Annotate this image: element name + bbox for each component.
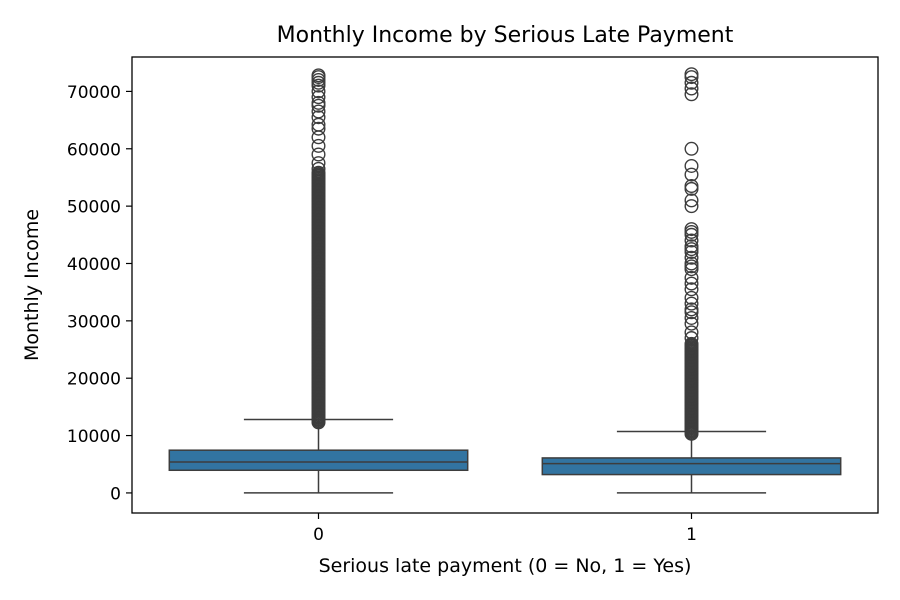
x-tick-label: 1: [686, 525, 697, 545]
outlier-point: [684, 167, 699, 182]
y-axis: 0 10000 20000 30000 40000 50000 60000 70000: [67, 83, 132, 504]
outlier-point: [684, 87, 699, 102]
y-tick-label: 0: [110, 484, 121, 504]
outlier-point: [684, 222, 699, 237]
outlier-point: [684, 233, 699, 248]
iqr-box: [168, 449, 469, 472]
outlier-point: [684, 282, 699, 297]
outlier-point: [684, 179, 699, 194]
y-tick-label: 50000: [67, 198, 121, 218]
outlier-point: [684, 181, 699, 196]
y-axis-label: Monthly Income: [21, 209, 43, 361]
outlier-point: [684, 158, 699, 173]
outlier-point: [311, 68, 326, 83]
outlier-point: [311, 110, 326, 125]
outlier-point: [684, 250, 699, 265]
outlier-point: [311, 161, 326, 176]
outlier-point: [311, 95, 326, 110]
outlier-point: [684, 199, 699, 214]
x-axis-label: Serious late payment (0 = No, 1 = Yes): [319, 555, 692, 577]
outlier-point: [684, 239, 699, 254]
outlier-point: [684, 256, 699, 271]
y-tick-label: 40000: [67, 255, 121, 275]
y-tick-label: 30000: [67, 312, 121, 332]
outlier-point: [684, 276, 699, 291]
outlier-point: [684, 325, 699, 340]
outlier-point: [684, 336, 699, 351]
outlier-point: [311, 156, 326, 171]
outlier-point: [311, 138, 326, 153]
y-tick-label: 10000: [67, 427, 121, 447]
x-tick-label: 0: [313, 525, 324, 545]
outlier-point: [684, 316, 699, 331]
outlier-point: [684, 224, 699, 239]
outlier-point: [684, 67, 699, 82]
iqr-box: [541, 457, 842, 476]
y-tick-label: 60000: [67, 140, 121, 160]
outlier-point: [684, 302, 699, 317]
outlier-point: [684, 193, 699, 208]
box-group-1: [541, 67, 842, 494]
outlier-point: [311, 90, 326, 105]
outlier-point: [684, 270, 699, 285]
outlier-point: [684, 81, 699, 96]
plot-frame: [131, 56, 879, 514]
plot-area: [168, 67, 842, 494]
outlier-point: [311, 147, 326, 162]
outlier-point: [311, 84, 326, 99]
outlier-point: [684, 141, 699, 156]
y-tick-label: 70000: [67, 83, 121, 103]
box-group-0: [168, 68, 469, 494]
outlier-point: [311, 104, 326, 119]
chart-title: Monthly Income by Serious Late Payment: [277, 23, 734, 48]
outlier-point: [684, 310, 699, 325]
outlier-point: [684, 75, 699, 90]
y-tick-label: 20000: [67, 370, 121, 390]
outlier-point: [311, 121, 326, 136]
outlier-point: [684, 296, 699, 311]
outlier-point: [684, 331, 699, 346]
outlier-point: [311, 165, 326, 180]
outlier-point: [684, 290, 699, 305]
